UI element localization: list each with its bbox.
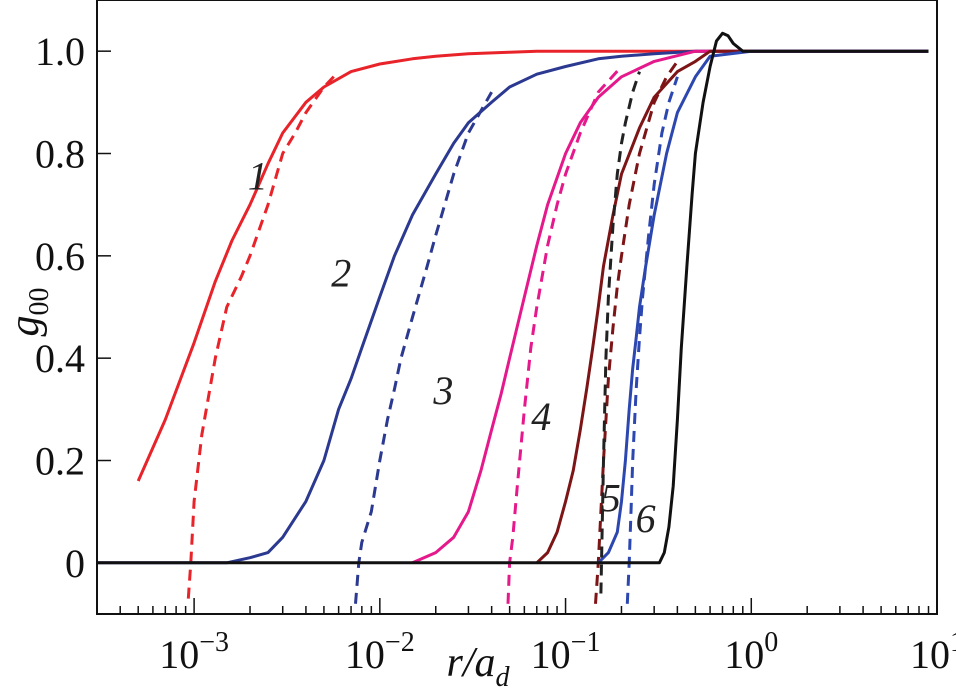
x-tick-label: 100 [724, 627, 778, 677]
series-dashed-9-line [625, 76, 679, 604]
curve-label-4: 4 [531, 394, 551, 439]
series-dashed-5-line [506, 65, 623, 604]
x-axis-ticks [96, 598, 938, 614]
x-tick-label: 10−3 [159, 627, 229, 677]
series-3-line [411, 49, 929, 565]
y-tick-label: 0.4 [35, 336, 85, 381]
series-6-line [97, 31, 929, 565]
y-tick-label: 1.0 [35, 29, 85, 74]
curve-label-6: 6 [636, 496, 656, 541]
x-axis-title: r/ad [446, 640, 510, 693]
curve-label-3: 3 [432, 368, 453, 413]
x-tick-label: 10−1 [531, 627, 601, 677]
x-axis-tick-labels: 10−3 10−2 10−1 100 101 [159, 627, 956, 677]
series-1-line [136, 49, 929, 482]
curve-label-1: 1 [248, 153, 268, 198]
series-2-line [97, 49, 929, 565]
series-5-line [597, 49, 929, 564]
y-tick-label: 0.2 [35, 439, 85, 484]
y-tick-label: 0.6 [35, 234, 85, 279]
x-tick-label: 101 [910, 627, 956, 677]
plot-content [97, 31, 929, 604]
curve-label-5: 5 [601, 476, 621, 521]
curve-labels: 1 2 3 4 5 6 [248, 153, 656, 541]
plot-frame [96, 0, 938, 615]
x-tick-label: 10−2 [345, 627, 415, 677]
y-axis-ticks [97, 50, 111, 564]
series-dashed-7-line [594, 60, 679, 604]
curve-label-2: 2 [331, 251, 351, 296]
y-tick-label: 0 [65, 541, 85, 586]
series-dashed-3-line [354, 91, 493, 604]
y-tick-label: 0.8 [35, 132, 85, 177]
y-axis-title: g00 [2, 288, 55, 337]
series-dashed-10-line [599, 71, 641, 594]
series-4-line [535, 49, 929, 564]
y-axis-tick-labels: 0 0.2 0.4 0.6 0.8 1.0 [35, 29, 85, 586]
series-dashed-1-line [186, 70, 340, 599]
